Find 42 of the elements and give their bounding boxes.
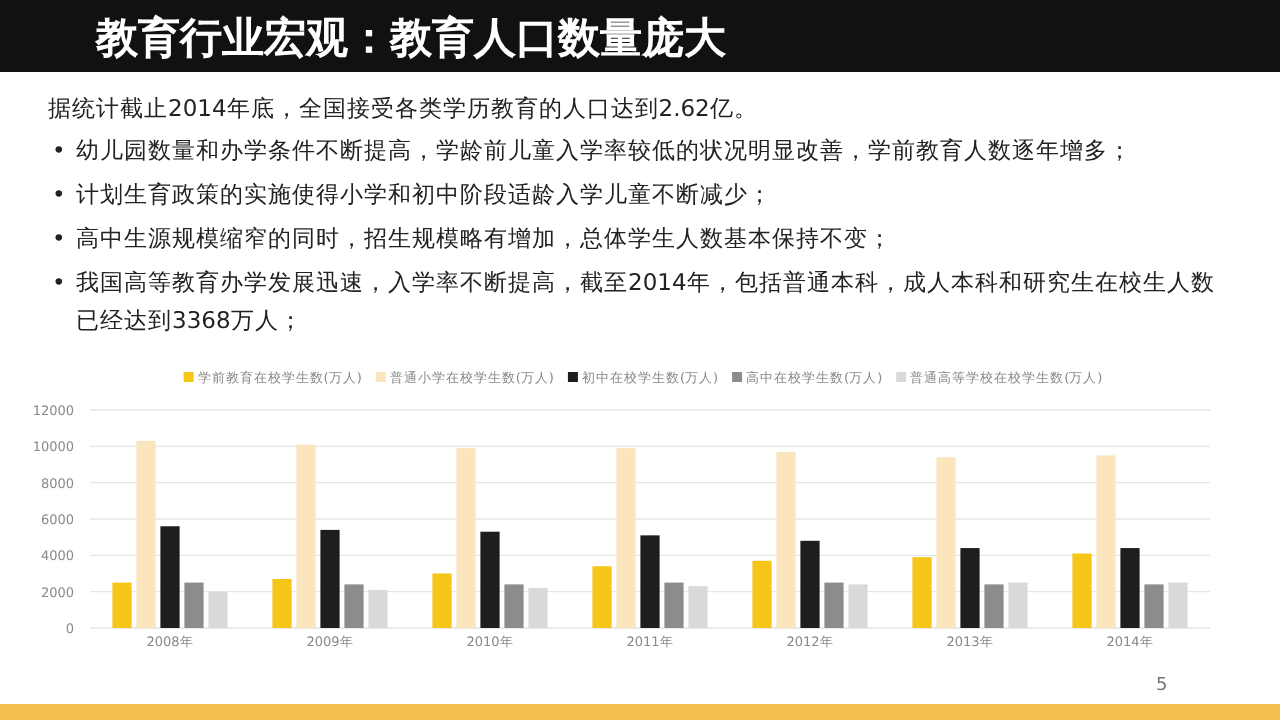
bar	[136, 440, 156, 628]
bar	[528, 588, 548, 628]
bar	[984, 584, 1004, 628]
bar	[184, 582, 204, 628]
bar	[1120, 548, 1140, 628]
text: •我国高等教育办学发展迅速，入学率不断提高，截至2014年，包括普通本科，成人本科和研究生在校生人数已经达到3368万人；	[52, 268, 1215, 334]
bar	[824, 582, 844, 628]
bar	[664, 582, 684, 628]
bar	[160, 526, 180, 628]
bar	[1072, 553, 1092, 628]
bar	[640, 535, 660, 628]
bar	[1144, 584, 1164, 628]
bar	[616, 448, 636, 628]
bar	[1096, 455, 1116, 628]
bar	[504, 584, 524, 628]
bar	[368, 589, 388, 628]
text: 5	[1156, 676, 1168, 696]
bar	[936, 457, 956, 628]
bar	[848, 584, 868, 628]
text: •计划生育政策的实施使得小学和初中阶段适龄入学儿童不断减少；	[52, 180, 772, 208]
bar	[776, 451, 796, 628]
bar	[592, 566, 612, 628]
text: 据统计截止2014年底，全国接受各类学历教育的人口达到2.62亿。	[48, 94, 758, 122]
bar	[432, 573, 452, 628]
bar	[112, 582, 132, 628]
text: •幼儿园数量和办学条件不断提高，学龄前儿童入学率较低的状况明显改善，学前教育人数逐年增多；	[52, 136, 1132, 164]
bar	[912, 557, 932, 628]
bar	[480, 531, 500, 628]
bar	[456, 448, 476, 628]
bar	[688, 586, 708, 628]
bar	[320, 529, 340, 628]
chart-title: 教育行业宏观：教育人口数量庞大	[94, 14, 728, 62]
bar	[1008, 582, 1028, 628]
text: •高中生源规模缩窄的同时，招生规模略有增加，总体学生人数基本保持不变；	[52, 224, 892, 252]
bar	[296, 444, 316, 628]
bar	[208, 591, 228, 628]
bar	[752, 560, 772, 628]
bar	[1168, 582, 1188, 628]
bar	[344, 584, 364, 628]
bar	[800, 540, 820, 628]
bar	[960, 548, 980, 628]
bar	[272, 578, 292, 628]
